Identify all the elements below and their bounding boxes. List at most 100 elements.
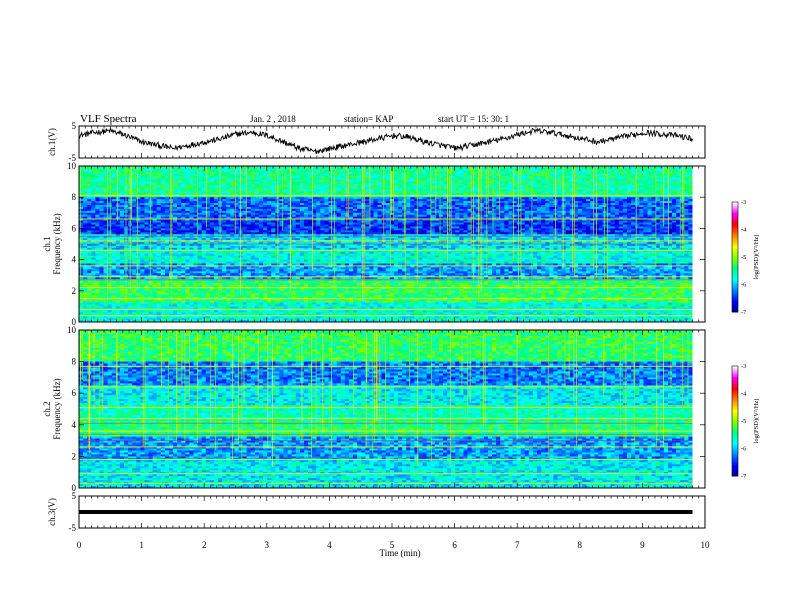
- ch1-spectrogram-cell: [418, 220, 423, 223]
- ch1-spectrogram-cell: [168, 191, 174, 194]
- ch1-spectrogram-cell: [582, 173, 587, 177]
- ch1-spectrogram-cell: [577, 208, 583, 212]
- ch1-spectrogram-cell: [246, 201, 252, 204]
- ch1-spectrogram-cell: [524, 185, 530, 188]
- ch1-spectrogram-cell: [532, 210, 538, 214]
- ch1-spectrogram-cell: [463, 179, 468, 182]
- ch1-spectrogram-cell: [643, 199, 648, 202]
- ch1-spectrogram-cell: [287, 187, 292, 190]
- ch1-spectrogram-cell: [181, 183, 186, 186]
- ch1-spectrogram-cell: [189, 179, 194, 182]
- ch1-spectrogram-cell: [406, 206, 411, 210]
- ch1-spectrogram-cell: [79, 177, 84, 180]
- ch1-spectrogram-cell: [586, 203, 591, 206]
- ch1-spectrogram-cell: [283, 171, 288, 175]
- ch1-spectrogram-cell: [308, 210, 313, 214]
- ch1-spectrogram-cell: [672, 167, 677, 171]
- ch1-spectrogram-cell: [340, 206, 346, 210]
- ch1-spectrogram-cell: [545, 210, 550, 214]
- ch1-spectrogram-cell: [111, 206, 117, 210]
- ch1-spectrogram-cell: [479, 201, 485, 204]
- ch1-spectrogram-cell: [177, 214, 182, 217]
- ch1-spectrogram-cell: [557, 175, 562, 178]
- ch1-spectrogram-cell: [254, 208, 260, 212]
- ch1-spectrogram-cell: [279, 208, 284, 212]
- ch1-spectrogram-cell: [561, 199, 566, 202]
- ch1-spectrogram-cell: [684, 210, 689, 214]
- ch1-spectrogram-cell: [152, 187, 158, 190]
- ch1-spectrogram-cell: [258, 205, 264, 208]
- ch1-spectrogram-cell: [361, 183, 366, 186]
- ch1-spectrogram-cell: [185, 179, 190, 182]
- ch1-spectrogram-cell: [263, 199, 268, 202]
- ch1-spectrogram-cell: [627, 191, 632, 194]
- ch1-spectrogram-cell: [348, 189, 354, 192]
- ch1-spectrogram-cell: [532, 224, 538, 227]
- ch1-spectrogram-cell: [639, 214, 644, 217]
- ch1-spectrogram-cell: [320, 206, 325, 210]
- ch1-spectrogram-cell: [222, 179, 227, 182]
- ch1-spectrogram-cell: [189, 203, 194, 206]
- ch1-spectrogram-cell: [463, 212, 468, 216]
- ch1-spectrogram-cell: [361, 199, 366, 202]
- ch1-spectrogram-cell: [361, 205, 366, 208]
- ch1-spectrogram-cell: [672, 224, 677, 227]
- ch1-spectrogram-cell: [189, 191, 194, 194]
- ch1-spectrogram-cell: [463, 220, 468, 223]
- ch1-spectrogram-cell: [569, 214, 575, 217]
- ch1-spectrogram-cell: [410, 197, 415, 200]
- ch1-spectrogram-cell: [283, 189, 288, 192]
- ch1-spectrogram-cell: [83, 175, 88, 178]
- ch1-spectrogram-cell: [426, 173, 432, 177]
- ch1-spectrogram-cell: [308, 183, 313, 186]
- ch1-spectrogram-cell: [577, 177, 583, 180]
- ch1-spectrogram-cell: [398, 183, 403, 186]
- ch1-spectrogram-cell: [340, 210, 346, 214]
- ch1-spectrogram-cell: [340, 169, 346, 173]
- ch1-spectrogram-cell: [627, 197, 632, 200]
- ch1-spectrogram-cell: [475, 208, 481, 212]
- ch1-spectrogram-cell: [230, 206, 235, 210]
- ch1-spectrogram-cell: [459, 199, 464, 202]
- ch1-spectrogram-cell: [87, 185, 92, 188]
- ch1-spectrogram-cell: [606, 224, 611, 227]
- ch1-spectrogram-cell: [340, 220, 346, 223]
- ch1-spectrogram-cell: [508, 222, 513, 225]
- ch1-spectrogram-cell: [528, 208, 534, 212]
- ch1-spectrogram-cell: [177, 203, 182, 206]
- ch1-spectrogram-cell: [663, 210, 669, 214]
- ch1-spectrogram-cell: [418, 181, 423, 184]
- ch1-spectrogram-cell: [577, 183, 583, 186]
- ch1-spectrogram-cell: [442, 191, 448, 194]
- ch1-spectrogram-cell: [475, 224, 481, 227]
- ch1-spectrogram-cell: [258, 179, 264, 182]
- ch1-spectrogram-cell: [271, 171, 276, 175]
- ch1-spectrogram-cell: [438, 210, 444, 214]
- ch1-spectrogram-cell: [520, 191, 526, 194]
- ch1-spectrogram-cell: [119, 206, 125, 210]
- ch1-spectrogram-cell: [647, 179, 652, 182]
- ch1-spectrogram-cell: [627, 208, 632, 212]
- ch1-spectrogram-cell: [185, 185, 190, 188]
- ch1-spectrogram-cell: [618, 183, 624, 186]
- ch1-spectrogram-cell: [267, 167, 272, 171]
- ch1-spectrogram-cell: [414, 185, 419, 188]
- ch1-spectrogram-cell: [549, 187, 554, 190]
- header-date: Jan. 2 , 2018: [250, 114, 296, 124]
- ch1-spectrogram-cell: [451, 208, 456, 212]
- ch1-spectrogram-cell: [561, 201, 566, 204]
- ch1-spectrogram-cell: [545, 177, 550, 180]
- ch1-spectrogram-cell: [111, 220, 117, 223]
- ch1-spectrogram-cell: [119, 189, 125, 192]
- ch1-spectrogram-cell: [688, 210, 693, 214]
- ch1-spectrogram-cell: [500, 177, 505, 180]
- ch1-spectrogram-cell: [455, 201, 460, 204]
- ch1-spectrogram-cell: [328, 189, 333, 192]
- ch1-spectrogram-cell: [320, 171, 325, 175]
- ch1-spectrogram-cell: [201, 199, 207, 202]
- ch1-spectrogram-cell: [622, 201, 628, 204]
- ch1-spectrogram-cell: [451, 210, 456, 214]
- ch1-spectrogram-cell: [303, 191, 309, 194]
- ch1-spectrogram-cell: [455, 197, 460, 200]
- ch1-spectrogram-cell: [418, 173, 423, 177]
